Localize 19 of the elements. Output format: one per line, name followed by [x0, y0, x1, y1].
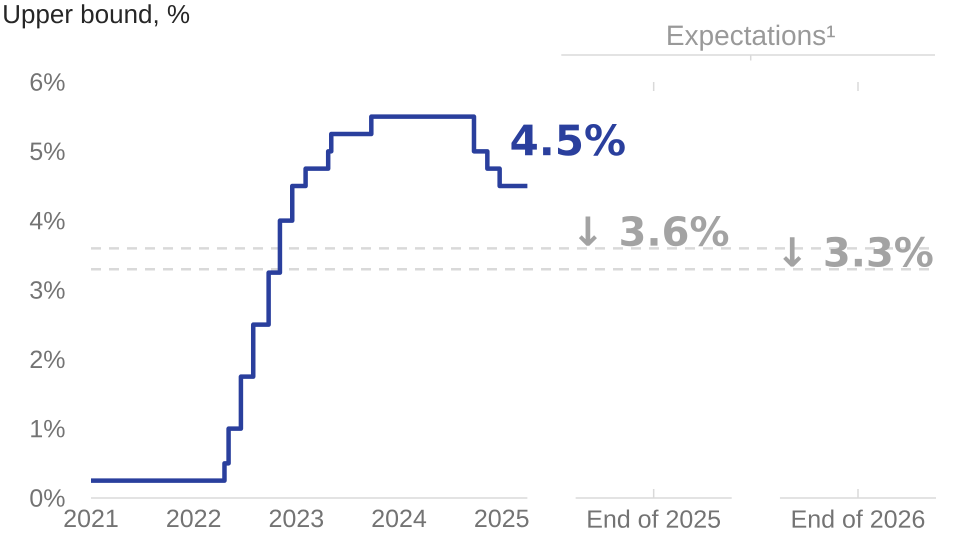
ref-line-label: ↓ 3.6%	[578, 216, 728, 246]
x-tick-label: 2025	[475, 510, 528, 528]
y-tick-label: 2%	[30, 350, 65, 368]
x-tick-label: 2024	[372, 510, 426, 528]
y-tick-label: 6%	[30, 73, 65, 91]
x-tick-label: 2021	[64, 510, 118, 528]
annotation: 4.5%	[511, 124, 625, 156]
x-tick-label: End of 2025	[588, 510, 720, 528]
y-tick-label: 1%	[31, 420, 65, 438]
x-tick-label: 2023	[270, 510, 324, 528]
y-tick-label: 0%	[30, 489, 65, 507]
y-axis-title: Upper bound, %	[4, 4, 190, 28]
ref-line-label: ↓ 3.3%	[783, 236, 933, 267]
x-tick-label: 2022	[167, 510, 220, 528]
y-tick-label: 5%	[30, 142, 65, 160]
y-tick-label: 3%	[30, 281, 65, 299]
text: Expectations¹	[668, 24, 835, 51]
y-tick-label: 4%	[30, 212, 65, 230]
x-tick-label: End of 2026	[792, 510, 924, 528]
